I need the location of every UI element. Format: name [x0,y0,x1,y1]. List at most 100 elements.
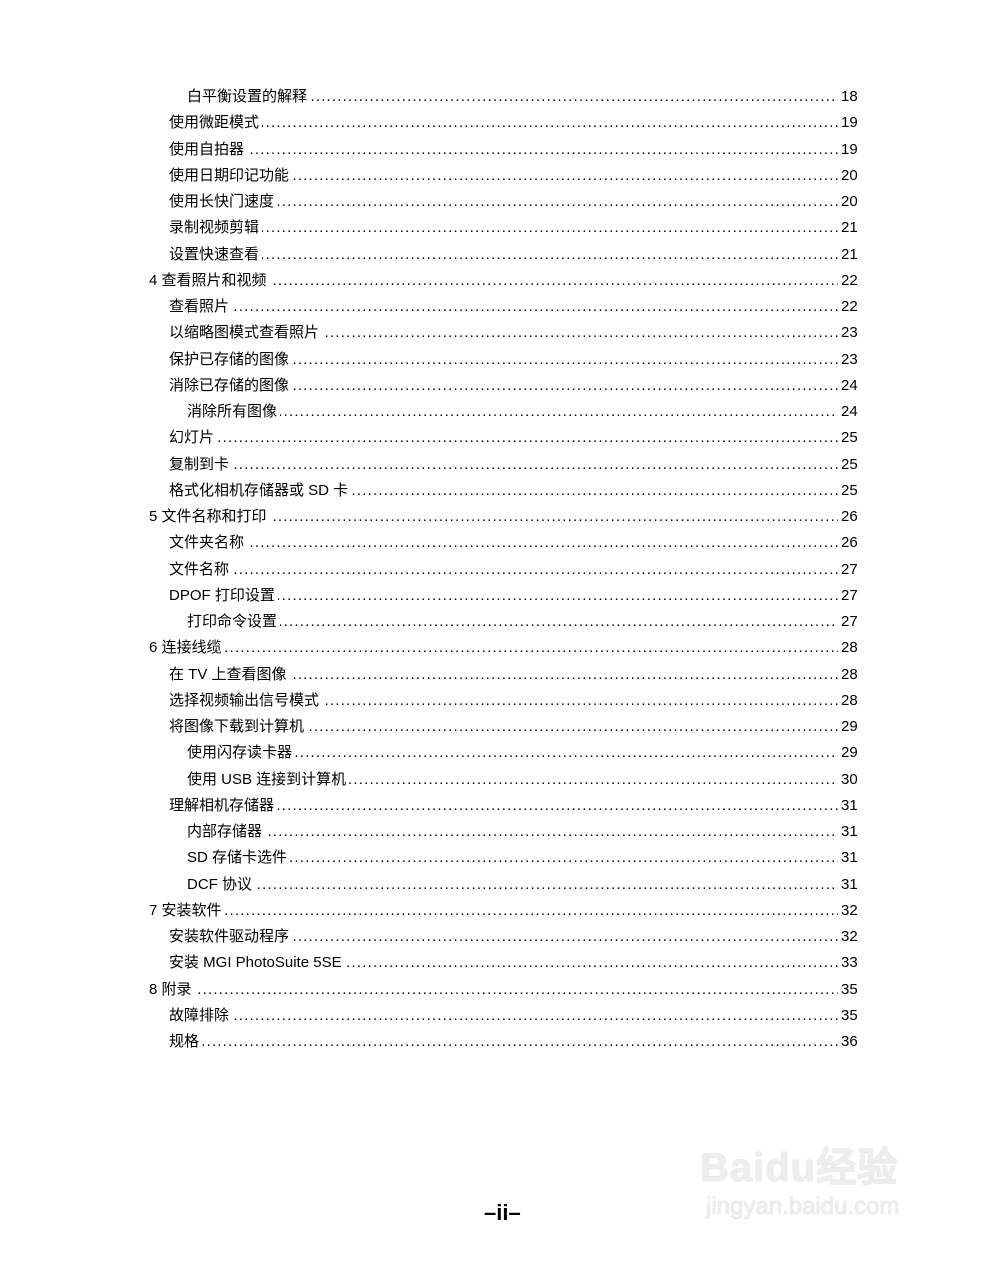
toc-entry-page: 35 [841,980,858,998]
dot-leader: ........................................… [169,219,838,237]
toc-entry[interactable]: ........................................… [0,924,989,951]
toc-entry[interactable]: ........................................… [0,1002,989,1029]
toc-entry[interactable]: ........................................… [0,792,989,819]
toc-entry[interactable]: ........................................… [0,1029,989,1056]
toc-entry[interactable]: ........................................… [0,819,989,846]
toc-entry-title: 理解相机存储器 [169,792,278,819]
dot-leader: ........................................… [149,639,838,657]
watermark-logo: Baidu经验 [700,1146,899,1190]
page-number: –ii– [484,1200,521,1225]
toc-entry-page: 19 [841,114,858,132]
toc-entry-page: 36 [841,1033,858,1050]
dot-leader: ........................................… [169,350,838,368]
toc-entry-title: 8 附录 [149,976,195,1003]
toc-entry[interactable]: ........................................… [0,162,989,189]
toc-entry-title: 幻灯片 [169,425,218,452]
dot-leader: ........................................… [187,88,838,105]
toc-entry-page: 22 [841,271,858,289]
toc-entry-page: 25 [841,429,858,447]
toc-entry[interactable]: ........................................… [0,425,989,452]
dot-leader: ........................................… [169,114,838,132]
toc-entry-title: 故障排除 [169,1002,233,1029]
dot-leader: ........................................… [169,534,838,552]
toc-entry[interactable]: ........................................… [0,451,989,478]
toc-entry-page: 32 [841,901,858,919]
toc-entry-title: 在 TV 上查看图像 [169,661,290,688]
toc-entry-page: 22 [841,298,858,315]
table-of-contents: ........................................… [0,84,989,1056]
dot-leader: ........................................… [169,796,838,814]
toc-entry-title: DPOF 打印设置 [169,582,278,609]
dot-leader: ........................................… [169,928,838,945]
toc-entry-title: 使用日期印记功能 [169,162,293,189]
toc-entry-title: 查看照片 [169,294,233,321]
toc-entry-page: 24 [841,376,858,394]
toc-entry[interactable]: ........................................… [0,477,989,504]
toc-entry-title: 7 安装软件 [149,897,225,924]
dot-leader: ........................................… [169,245,838,263]
toc-entry[interactable]: ........................................… [0,372,989,399]
dot-leader: ........................................… [169,140,838,158]
toc-entry-title: 以缩略图模式查看照片 [169,320,323,347]
toc-entry-title: DCF 协议 [187,871,255,898]
toc-entry-title: SD 存储卡选件 [187,845,291,872]
toc-entry-page: 28 [841,639,858,657]
toc-entry[interactable]: ........................................… [0,320,989,347]
dot-leader: ........................................… [169,691,838,709]
toc-entry[interactable]: ........................................… [0,189,989,216]
toc-entry-page: 23 [841,350,858,368]
toc-entry[interactable]: ........................................… [0,661,989,688]
toc-entry-page: 28 [841,665,858,683]
toc-entry[interactable]: ........................................… [0,84,989,111]
toc-entry[interactable]: ........................................… [0,950,989,977]
dot-leader: ........................................… [149,901,838,919]
toc-entry-page: 28 [841,691,858,709]
dot-leader: ........................................… [187,613,838,630]
toc-entry-page: 32 [841,928,858,945]
toc-entry-page: 29 [841,718,858,735]
toc-entry-page: 29 [841,744,858,762]
toc-entry[interactable]: ........................................… [0,241,989,268]
toc-entry[interactable]: ........................................… [0,110,989,137]
toc-entry-title: 文件名称 [169,556,233,583]
toc-entry-title: 使用长快门速度 [169,189,278,216]
toc-entry[interactable]: ........................................… [0,346,989,373]
toc-entry-page: 19 [841,140,858,158]
toc-entry[interactable]: ........................................… [0,609,989,636]
toc-entry[interactable]: ........................................… [0,845,989,872]
toc-entry-page: 27 [841,613,858,630]
toc-entry[interactable]: ........................................… [0,136,989,163]
dot-leader: ........................................… [187,403,838,420]
toc-entry[interactable]: ........................................… [0,687,989,714]
toc-entry[interactable]: ........................................… [0,897,989,924]
toc-entry-page: 26 [841,508,858,525]
toc-entry-page: 24 [841,403,858,420]
toc-entry[interactable]: ........................................… [0,556,989,583]
toc-entry[interactable]: ........................................… [0,215,989,242]
toc-entry[interactable]: ........................................… [0,399,989,426]
toc-entry[interactable]: ........................................… [0,294,989,321]
toc-entry-title: 4 查看照片和视频 [149,267,270,294]
toc-entry-title: 设置快速查看 [169,241,263,268]
toc-entry-page: 18 [841,88,858,105]
toc-entry[interactable]: ........................................… [0,582,989,609]
toc-entry[interactable]: ........................................… [0,714,989,741]
toc-entry[interactable]: ........................................… [0,504,989,531]
toc-entry-page: 21 [841,219,858,237]
dot-leader: ........................................… [187,744,838,762]
toc-entry[interactable]: ........................................… [0,740,989,767]
toc-entry[interactable]: ........................................… [0,267,989,294]
dot-leader: ........................................… [169,298,838,315]
toc-entry-title: 使用闪存读卡器 [187,740,296,767]
toc-entry-title: 选择视频输出信号模式 [169,687,323,714]
dot-leader: ........................................… [149,980,838,998]
toc-entry[interactable]: ........................................… [0,530,989,557]
toc-entry-page: 21 [841,245,858,263]
toc-entry[interactable]: ........................................… [0,635,989,662]
dot-leader: ........................................… [169,324,838,342]
toc-entry-title: 使用自拍器 [169,136,248,163]
toc-entry[interactable]: ........................................… [0,976,989,1003]
toc-entry-title: 录制视频剪辑 [169,215,263,242]
toc-entry[interactable]: ........................................… [0,766,989,793]
toc-entry[interactable]: ........................................… [0,871,989,898]
